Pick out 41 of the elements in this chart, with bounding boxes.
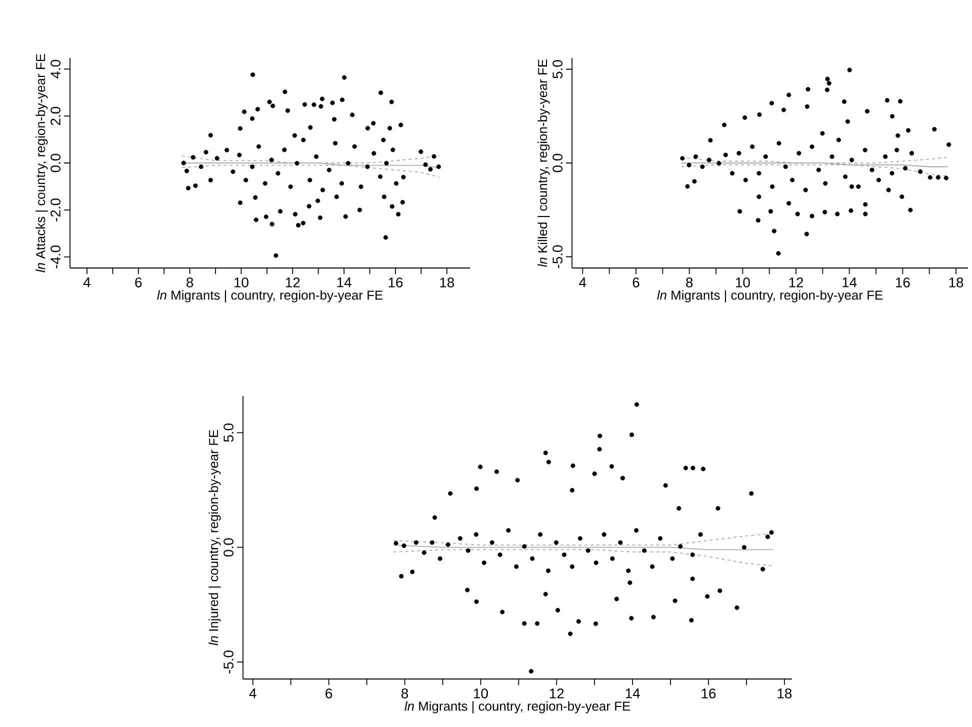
x-tick-label: 14: [626, 688, 640, 698]
x-tick-label: 8: [686, 278, 693, 288]
y-tick-label: 2.0: [50, 106, 60, 126]
x-tick-label: 16: [388, 278, 403, 288]
x-tick-label: 10: [736, 278, 750, 288]
x-axis-title: ln Migrants | country, region-by-year FE: [657, 290, 883, 302]
x-tick-label: 6: [135, 278, 142, 288]
y-tick-label: 0.0: [552, 154, 562, 172]
y-tick-label: -5.0: [552, 245, 562, 268]
y-tick-label: -4.0: [50, 245, 60, 268]
x-tick-label: 4: [579, 278, 586, 288]
x-tick-label: 10: [474, 688, 488, 698]
y-tick-label: -5.0: [224, 650, 234, 674]
x-axis-title: ln Migrants | country, region-by-year FE: [157, 290, 383, 302]
x-tick-label: 18: [440, 278, 454, 288]
x-tick-label: 14: [842, 278, 857, 288]
x-tick-label: 4: [249, 688, 256, 698]
x-tick-label: 18: [778, 688, 792, 698]
y-tick-label: 5.0: [224, 424, 234, 442]
x-tick-label: 6: [632, 278, 640, 288]
y-tick-label: 0.0: [50, 154, 60, 172]
x-tick-label: 14: [337, 278, 352, 288]
x-tick-label: 16: [702, 688, 716, 698]
y-tick-label: 4.0: [50, 60, 60, 78]
x-tick-label: 16: [896, 278, 910, 288]
x-tick-label: 8: [401, 688, 408, 698]
x-tick-label: 8: [186, 278, 194, 288]
y-tick-label: 5.0: [552, 60, 562, 78]
x-tick-label: 4: [83, 278, 90, 288]
x-tick-label: 10: [234, 278, 248, 288]
y-tick-label: -2.0: [50, 198, 60, 222]
y-axis-title: ln Injured | country, region-by-year FE: [208, 430, 221, 646]
x-tick-label: 12: [286, 278, 300, 288]
x-axis-title: ln Migrants | country, region-by-year FE: [404, 701, 630, 714]
x-tick-label: 12: [550, 688, 564, 698]
y-tick-label: 0.0: [224, 538, 234, 557]
x-tick-label: 12: [789, 278, 804, 288]
y-axis-title: ln Killed | country, region-by-year FE: [538, 59, 550, 267]
x-tick-label: 6: [326, 688, 332, 698]
y-axis-title: ln Attacks | country, region-by-year FE: [36, 54, 48, 272]
x-tick-label: 18: [949, 278, 964, 288]
